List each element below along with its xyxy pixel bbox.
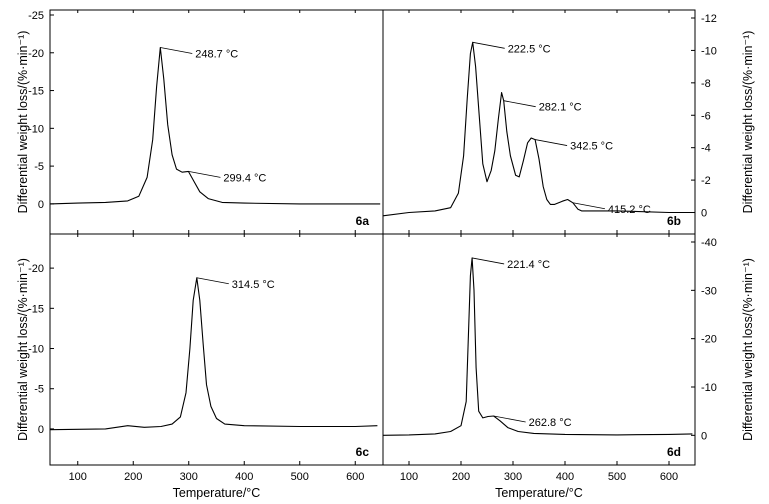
x-tick-label: 300 [504, 471, 522, 483]
panel-6b-label: 6b [667, 214, 681, 228]
panel-6d-ytick-label: -40 [701, 237, 717, 249]
panel-6c-label: 6c [356, 445, 370, 459]
panel-6a-annotation-leader [160, 47, 193, 54]
x-axis-title: Temperature/°C [173, 486, 261, 500]
x-tick-label: 100 [69, 471, 87, 483]
x-tick-label: 500 [291, 471, 309, 483]
x-tick-label: 100 [400, 471, 418, 483]
x-tick-label: 300 [180, 471, 198, 483]
panel-6b-annotation-label: 222.5 °C [508, 43, 551, 55]
panel-6d-ytick-label: -20 [701, 334, 717, 346]
panel-6a-ytick-label: 0 [38, 199, 44, 211]
panel-6a-label: 6a [356, 214, 370, 228]
panel-6d-ytick-label: -30 [701, 285, 717, 297]
panel-6c-ytick-label: -15 [28, 303, 44, 315]
panel-6d-annotation-leader [472, 257, 505, 265]
panel-6d-ytick-label: 0 [701, 430, 707, 442]
panel-6d-ytick-label: -10 [701, 382, 717, 394]
plot-frame [49, 9, 696, 466]
panel-6b-series-line [382, 41, 693, 217]
panel-6d-ylabel: Differential weight loss/(%·min⁻¹) [741, 258, 755, 441]
x-axis-title: Temperature/°C [495, 486, 583, 500]
panel-6b-ytick-label: -4 [701, 143, 711, 155]
panel-6d-annotation-label: 221.4 °C [507, 259, 550, 271]
panel-6b-ytick-label: 0 [701, 208, 707, 220]
panel-6b-ytick-label: -8 [701, 78, 711, 90]
panel-6b-ytick-label: -6 [701, 110, 711, 122]
panel-6c-ylabel: Differential weight loss/(%·min⁻¹) [16, 258, 30, 441]
panel-6b-annotation-label: 415.2 °C [608, 204, 651, 216]
panel-6b-ytick-label: -10 [701, 45, 717, 57]
panel-6a-ytick-label: -10 [28, 123, 44, 135]
panel-6b-annotation-label: 282.1 °C [539, 102, 582, 114]
panel-6c-annotation-label: 314.5 °C [232, 279, 275, 291]
panel-6c-ytick-label: 0 [38, 424, 44, 436]
panel-6b-ytick-label: -12 [701, 13, 717, 25]
panel-6a-ytick-label: -15 [28, 86, 44, 98]
panel-6d-annotation-leader [493, 415, 526, 423]
x-tick-label: 200 [124, 471, 142, 483]
x-tick-label: 200 [452, 471, 470, 483]
panel-6a-ylabel: Differential weight loss/(%·min⁻¹) [16, 31, 30, 214]
panel-6b-ytick-label: -2 [701, 175, 711, 187]
panel-6a-annotation-label: 299.4 °C [223, 172, 266, 184]
x-tick-label: 400 [235, 471, 253, 483]
panel-6a-annotation-leader [188, 171, 221, 178]
panel-6c-series-line [49, 277, 378, 431]
x-tick-label: 600 [346, 471, 364, 483]
panel-6a-ytick-label: -25 [28, 10, 44, 22]
panel-6b-annotation-leader [535, 139, 568, 146]
panel-6d-series-line [382, 257, 693, 436]
panel-6c-ytick-label: -20 [28, 263, 44, 275]
x-tick-label: 400 [556, 471, 574, 483]
panel-6c-annotation-leader [196, 277, 229, 285]
panel-6a-annotation-label: 248.7 °C [195, 48, 238, 60]
panel-6b-annotation-label: 342.5 °C [570, 141, 613, 153]
x-tick-label: 500 [608, 471, 626, 483]
panel-6a-ytick-label: -20 [28, 48, 44, 60]
panel-6d-label: 6d [667, 445, 681, 459]
panel-6c-ytick-label: -10 [28, 344, 44, 356]
x-tick-label: 600 [660, 471, 678, 483]
panel-6a-series-line [49, 46, 381, 205]
panel-6b-annotation-leader [472, 41, 505, 49]
panel-6b-annotation-leader [572, 202, 605, 210]
panel-6b-annotation-leader [503, 100, 536, 108]
panel-6d-annotation-label: 262.8 °C [529, 417, 572, 429]
panel-6c-ytick-label: -5 [34, 384, 44, 396]
panel-6a-ytick-label: -5 [34, 161, 44, 173]
panel-6b-ylabel: Differential weight loss/(%·min⁻¹) [741, 31, 755, 214]
